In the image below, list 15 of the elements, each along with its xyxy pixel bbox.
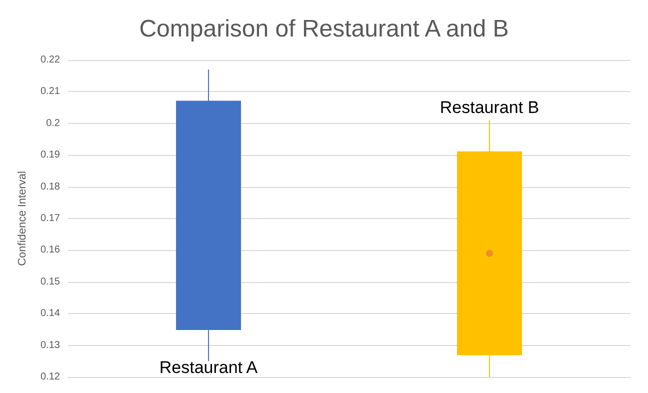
y-tick-label: 0.14 [40,308,60,320]
y-tick-label: 0.19 [40,150,60,161]
y-tick-label: 0.17 [40,213,60,224]
y-axis-title: Confidence Interval [16,171,28,266]
y-tick-label: 0.22 [40,54,60,66]
y-tick-label: 0.16 [40,244,60,256]
annotation: Restaurant A [159,358,258,378]
y-tick-label: 0.18 [40,181,60,192]
chart-title: Comparison of Restaurant A and B [139,16,509,42]
annotation: Restaurant B [440,98,540,118]
y-tick-label: 0.13 [40,340,60,351]
y-tick-label: 0.2 [46,118,60,129]
y-tick-label: 0.12 [40,372,60,382]
y-tick-label: 0.21 [40,86,60,98]
y-tick-label: 0.15 [40,276,60,288]
